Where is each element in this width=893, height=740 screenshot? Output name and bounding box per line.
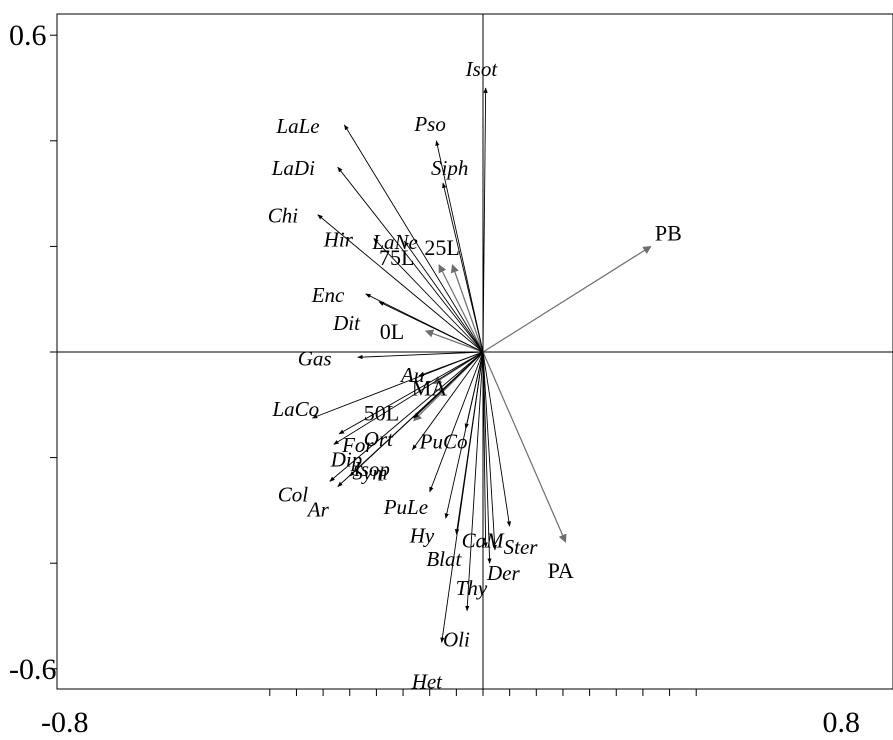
species-label: Blat [426,547,462,571]
env-label: 25L [424,235,459,260]
species-arrow [440,351,484,643]
species-label: LaDi [271,156,315,180]
species-label: Hir [323,227,354,251]
x-tick-label: 0.8 [823,706,861,739]
species-arrow [373,238,484,353]
species-label: Dit [332,311,361,335]
species-label: Ort [364,427,394,451]
y-tick-label: 0.6 [9,19,47,52]
species-arrow [482,351,488,548]
species-label: Der [486,561,520,585]
env-label: MA [412,376,448,401]
species-arrow [413,351,484,419]
env-arrow [438,264,484,353]
species-label: LaNe [371,230,418,254]
env-label: 0L [380,319,404,344]
env-arrow [424,329,484,353]
species-arrow [311,351,484,419]
species-label: Isop [353,457,390,481]
species-label: Ster [504,535,539,559]
species-arrow [482,351,497,551]
species-arrow [482,87,488,353]
species-label: PuCo [419,430,468,454]
species-label: Oli [443,628,470,652]
species-label: Hy [409,523,435,547]
axis-tick-labels: -0.8 0.8 0.6 -0.6 [9,19,860,739]
species-arrow [465,351,484,612]
species-arrow [482,351,512,527]
species-label: Gas [298,346,332,370]
species-arrow [338,351,484,435]
y-tick-label: -0.6 [9,653,57,686]
species-arrow [404,240,484,353]
species-arrow [444,351,484,519]
x-tick-label: -0.8 [41,706,89,739]
env-arrow [482,351,567,543]
species-label: LaLe [275,114,319,138]
species-label: Chi [268,204,299,228]
species-arrow [442,182,484,353]
species-label: Ar [306,498,330,522]
species-arrow [482,351,492,564]
species-label: Siph [431,156,468,180]
species-arrow [357,351,484,360]
species-label: Col [278,482,309,506]
species-label: PuLe [383,495,428,519]
species-label: Thy [456,576,488,600]
species-arrow [329,351,484,482]
axis-ticks [50,34,697,696]
species-arrow [337,166,484,353]
species-label: Enc [311,283,345,307]
species-label: Pso [413,112,446,136]
env-label: PA [548,558,574,583]
species-label: Sym [352,461,387,485]
species-label: LaCo [271,397,319,421]
species-label: Isot [465,57,499,81]
species-arrow [435,140,484,353]
species-arrow [344,124,484,353]
species-label: Het [411,669,443,693]
env-arrow [450,264,484,353]
env-label: 50L [364,401,399,426]
env-arrow [482,245,652,353]
species-arrow [429,351,484,493]
species-arrow [378,301,484,353]
species-arrow [333,351,484,445]
env-label: PB [655,220,682,245]
species-arrow [317,214,484,353]
species-label: CaM [462,528,506,552]
species-arrow [412,351,484,451]
